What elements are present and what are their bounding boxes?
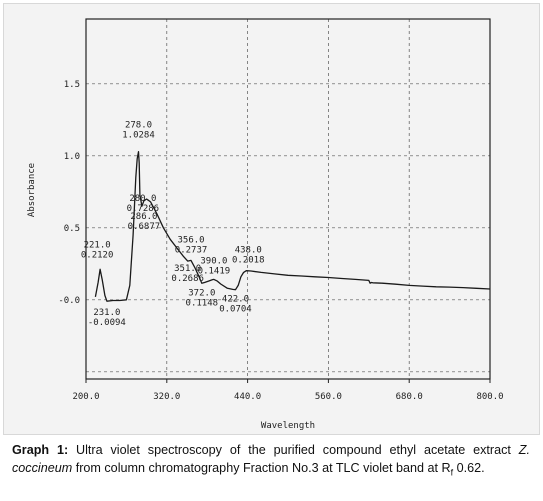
y-tick-label-2: 1.0 <box>64 152 80 162</box>
peak-wavelength-label-4: 286.0 <box>130 212 157 222</box>
peak-wavelength-label-0: 221.0 <box>84 240 111 250</box>
grid <box>86 19 490 379</box>
peak-labels: 221.00.2120231.0-0.0094278.01.0284280.00… <box>81 121 265 328</box>
peak-absorbance-label-5: 0.2737 <box>175 245 208 255</box>
peak-wavelength-label-10: 438.0 <box>235 246 262 256</box>
caption-species: Z. coccineum <box>12 443 530 475</box>
x-tick-label-4: 680.0 <box>396 392 423 402</box>
caption-text-2: from column chromatography Fraction No.3… <box>72 461 451 475</box>
uv-spectrum-chart: 200.0 320.0 440.0 560.0 680.0 800.0 -0.0 0.5 1.0… <box>27 18 504 431</box>
x-tick-label-5: 800.0 <box>476 392 503 402</box>
peak-absorbance-label-1: -0.0094 <box>88 318 126 328</box>
peak-absorbance-label-3: 0.7286 <box>127 204 160 214</box>
axis-ticks: 200.0 320.0 440.0 560.0 680.0 800.0 -0.0 0.5 1.0… <box>58 80 503 402</box>
peak-wavelength-label-8: 372.0 <box>188 288 215 298</box>
x-tick-label-0: 200.0 <box>72 392 99 402</box>
peak-absorbance-label-10: 0.2018 <box>232 256 265 266</box>
peak-wavelength-label-9: 422.0 <box>222 295 249 305</box>
peak-absorbance-label-6: 0.2686 <box>171 274 204 284</box>
x-tick-label-3: 560.0 <box>315 392 342 402</box>
y-axis-title: Absorbance <box>27 163 37 217</box>
caption-label: Graph 1: <box>12 443 69 457</box>
caption-text-1: Ultra violet spectroscopy of the purifie… <box>68 443 519 457</box>
spectrum-scan <box>3 3 540 435</box>
x-tick-label-1: 320.0 <box>153 392 180 402</box>
peak-absorbance-label-7: 0.1419 <box>198 266 231 276</box>
peak-wavelength-label-7: 390.0 <box>200 256 227 266</box>
y-tick-label-0: -0.0 <box>58 296 80 306</box>
figure-caption: Graph 1: Ultra violet spectroscopy of th… <box>12 441 530 482</box>
peak-absorbance-label-2: 1.0284 <box>122 131 155 141</box>
peak-absorbance-label-9: 0.0704 <box>219 305 252 315</box>
caption-subscript: f <box>450 467 454 478</box>
peak-wavelength-label-5: 356.0 <box>177 235 204 245</box>
peak-wavelength-label-1: 231.0 <box>93 308 120 318</box>
peak-wavelength-label-6: 351.0 <box>174 264 201 274</box>
plot-frame <box>85 18 491 380</box>
spectrum-line <box>94 151 491 302</box>
caption-text-3: 0.62. <box>453 461 485 475</box>
peak-wavelength-label-2: 278.0 <box>125 121 152 131</box>
peak-absorbance-label-4: 0.6877 <box>128 222 161 232</box>
peak-wavelength-label-3: 280.0 <box>129 194 156 204</box>
peak-absorbance-label-8: 0.1148 <box>186 298 219 308</box>
y-tick-label-1: 0.5 <box>64 224 80 234</box>
y-tick-label-3: 1.5 <box>64 80 80 90</box>
peak-absorbance-label-0: 0.2120 <box>81 250 114 260</box>
x-axis-title: Wavelength <box>261 421 315 431</box>
x-tick-label-2: 440.0 <box>234 392 261 402</box>
